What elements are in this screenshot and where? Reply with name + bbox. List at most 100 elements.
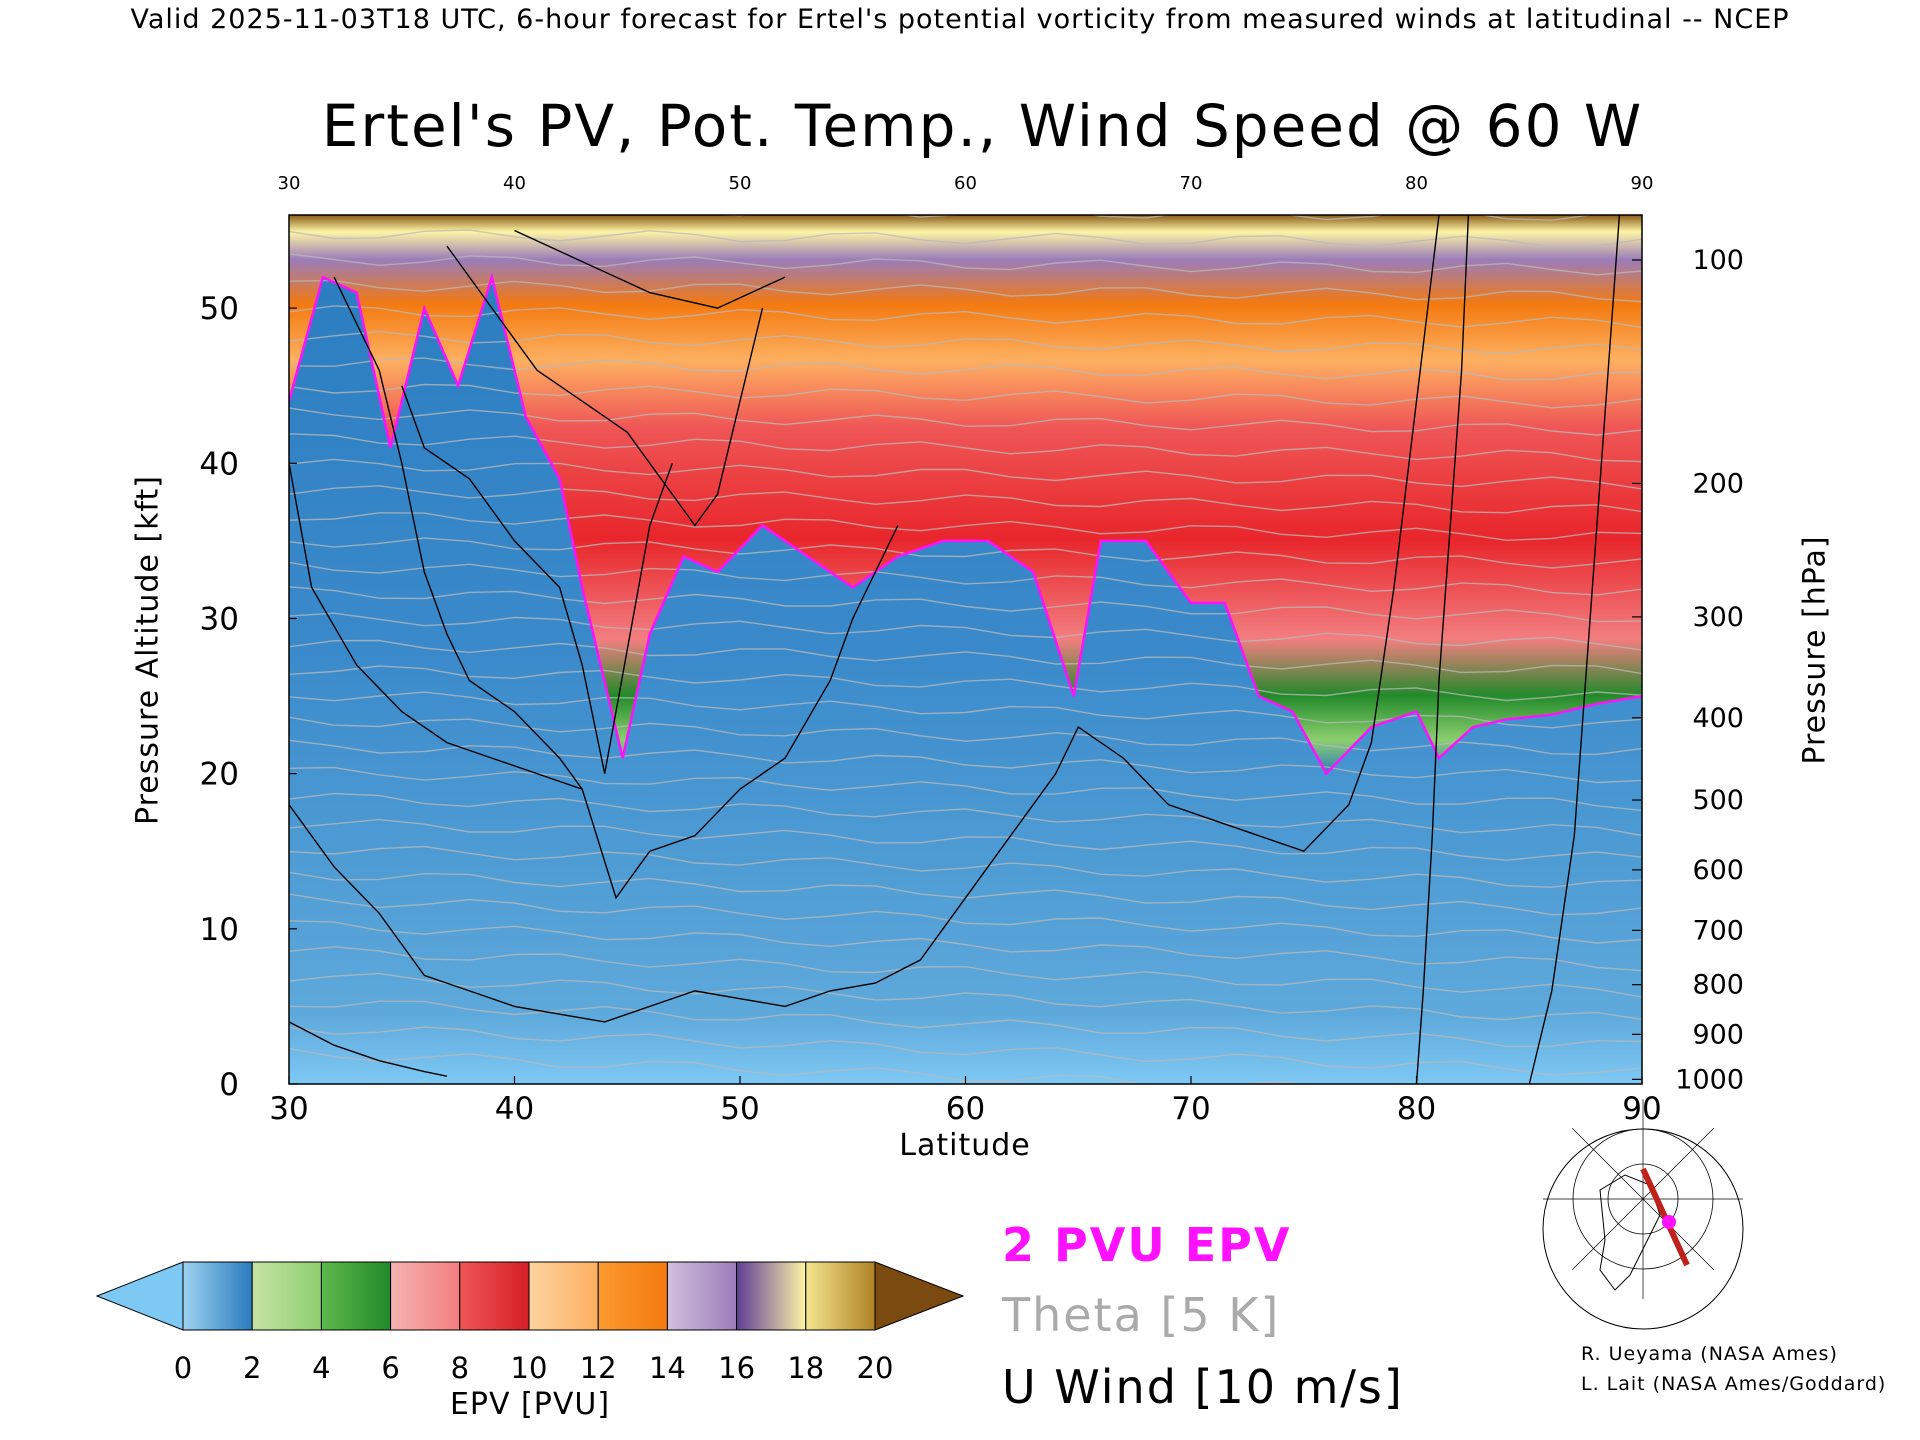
y-tick-label: 40 <box>200 446 239 482</box>
x-tick-label: 80 <box>1397 1091 1436 1127</box>
y-tick-label: 50 <box>200 291 239 327</box>
colorbar-bin <box>320 1261 392 1331</box>
legend-epv: 2 PVU EPV <box>1002 1218 1292 1272</box>
colorbar-tick-label: 16 <box>718 1351 755 1385</box>
theta-contour <box>289 458 1642 490</box>
x-tick-label: 70 <box>1171 1091 1210 1127</box>
theta-contour <box>289 691 1642 729</box>
top-x-tick-label: 30 <box>278 173 301 194</box>
x-axis-label: Latitude <box>899 1128 1031 1163</box>
top-x-tick-label: 50 <box>729 173 752 194</box>
colorbar-tick-label: 6 <box>381 1351 399 1385</box>
theta-contour <box>289 1026 1642 1076</box>
colorbar-tick-label: 4 <box>312 1351 330 1385</box>
pressure-tick-label: 800 <box>1692 970 1744 1001</box>
pressure-tick-label: 200 <box>1692 468 1744 499</box>
top-x-tick-label: 40 <box>503 173 526 194</box>
u-wind-contour <box>1415 215 1470 1084</box>
colorbar-tick-label: 0 <box>174 1351 192 1385</box>
u-wind-contour <box>401 385 673 774</box>
theta-contour <box>289 893 1642 944</box>
colorbar-tick-label: 10 <box>511 1351 548 1385</box>
colorbar-bin <box>390 1261 461 1331</box>
theta-contour <box>289 792 1642 837</box>
map-continent <box>1599 1174 1661 1291</box>
theta-contour <box>289 818 1642 861</box>
colorbar-bin <box>597 1261 668 1331</box>
valid-time-header: Valid 2025-11-03T18 UTC, 6-hour forecast… <box>130 4 1790 35</box>
theta-contour <box>289 586 1642 623</box>
pressure-tick-label: 900 <box>1692 1019 1744 1050</box>
theta-contour <box>289 739 1642 784</box>
theta-contour <box>289 279 1642 303</box>
pressure-tick-label: 100 <box>1692 245 1744 276</box>
theta-contour <box>289 253 1642 276</box>
colorbar-tick-label: 18 <box>787 1351 824 1385</box>
top-x-tick-label: 90 <box>1631 173 1654 194</box>
credit-line-1: R. Ueyama (NASA Ames) <box>1581 1343 1838 1365</box>
theta-contour <box>289 330 1642 355</box>
y-tick-label: 0 <box>219 1067 239 1103</box>
theta-contour <box>289 845 1642 888</box>
theta-contour <box>289 229 1642 248</box>
x-tick-label: 30 <box>269 1091 308 1127</box>
pressure-tick-label: 400 <box>1692 703 1744 734</box>
colorbar-bin <box>528 1261 599 1331</box>
colorbar-bin <box>805 1261 876 1331</box>
theta-contour <box>289 485 1642 514</box>
pressure-tick-label: 300 <box>1692 602 1744 633</box>
theta-contour <box>289 537 1642 569</box>
theta-contour <box>289 512 1642 542</box>
colorbar-bin <box>182 1261 253 1331</box>
map-meridian <box>1642 1198 1714 1270</box>
theta-contour <box>289 407 1642 436</box>
theta-contour <box>289 972 1642 1021</box>
x-tick-label: 60 <box>946 1091 985 1127</box>
x-tick-label: 40 <box>495 1091 534 1127</box>
stratosphere-fill <box>289 215 1642 774</box>
theta-contour <box>289 946 1642 998</box>
u-wind-contour <box>446 245 764 527</box>
epv-2pvu-line <box>289 272 1642 776</box>
theta-contour <box>289 561 1642 596</box>
top-x-tick-label: 70 <box>1180 173 1203 194</box>
theta-contour <box>289 665 1642 702</box>
legend-theta: Theta [5 K] <box>1002 1288 1281 1342</box>
colorbar-tick-label: 20 <box>857 1351 894 1385</box>
colorbar-under-arrow <box>95 1261 184 1331</box>
colorbar-over-arrow <box>874 1261 965 1331</box>
theta-contour <box>289 920 1642 972</box>
x-tick-label: 50 <box>720 1091 759 1127</box>
map-meridian <box>1572 1198 1644 1270</box>
colorbar-tick-label: 8 <box>451 1351 469 1385</box>
theta-contour <box>289 612 1642 651</box>
map-meridian <box>1572 1128 1644 1200</box>
pressure-tick-label: 1000 <box>1675 1064 1744 1095</box>
u-wind-contour <box>289 215 1440 1023</box>
theta-contour <box>289 766 1642 812</box>
map-marker <box>1662 1215 1676 1229</box>
credit-line-2: L. Lait (NASA Ames/Goddard) <box>1581 1373 1887 1395</box>
u-wind-contour <box>289 463 899 900</box>
colorbar-bin <box>666 1261 738 1331</box>
colorbar-bin <box>736 1261 807 1331</box>
u-wind-contour <box>333 276 583 790</box>
pressure-tick-label: 600 <box>1692 855 1744 886</box>
u-wind-contour <box>514 229 786 309</box>
pressure-tick-label: 500 <box>1692 785 1744 816</box>
colorbar-tick-label: 2 <box>243 1351 261 1385</box>
map-meridian <box>1642 1128 1714 1200</box>
pressure-tick-label: 700 <box>1692 915 1744 946</box>
chart-title: Ertel's PV, Pot. Temp., Wind Speed @ 60 … <box>321 92 1644 160</box>
colorbar-bin <box>251 1261 322 1331</box>
theta-contour <box>289 1000 1642 1048</box>
legend-wind: U Wind [10 m/s] <box>1002 1360 1404 1414</box>
colorbar-tick-label: 12 <box>580 1351 617 1385</box>
theta-contour <box>289 433 1642 463</box>
theta-contour <box>289 716 1642 756</box>
theta-contour <box>289 305 1642 329</box>
colorbar-bin <box>459 1261 530 1331</box>
top-x-tick-label: 80 <box>1405 173 1428 194</box>
colorbar-label: EPV [PVU] <box>449 1387 611 1422</box>
